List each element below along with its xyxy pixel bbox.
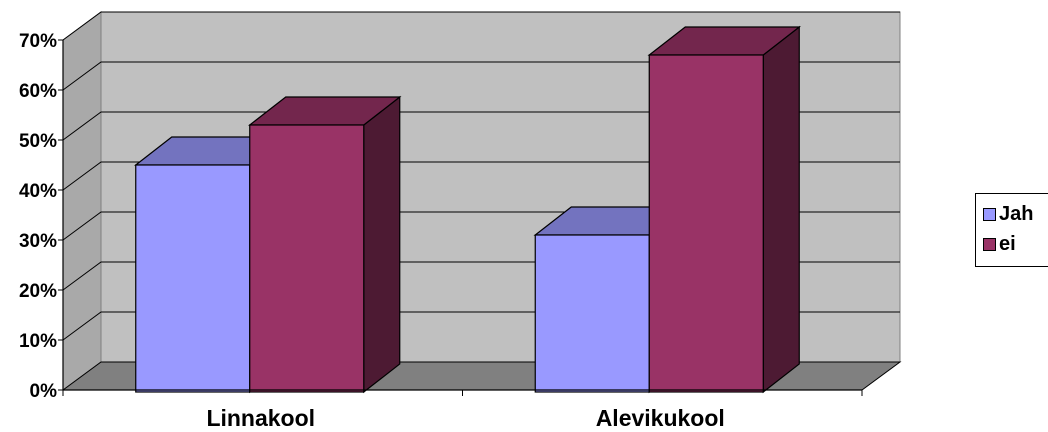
y-tick-label-4: 40% <box>19 181 57 202</box>
bar-1-1 <box>647 25 801 394</box>
bar-front-0-0 <box>135 164 251 393</box>
legend: Jah ei <box>975 193 1048 267</box>
legend-item-series-0: Jah <box>983 202 1033 226</box>
legend-label-series-1: ei <box>999 232 1016 255</box>
gridline-4 <box>62 161 900 191</box>
y-tick-label-2: 20% <box>19 281 57 302</box>
gridline-7 <box>62 11 900 41</box>
legend-label-series-0: Jah <box>999 202 1034 225</box>
side-wall <box>62 11 102 391</box>
y-tick-label-1: 10% <box>19 331 57 352</box>
bar-side-1-1 <box>762 25 800 394</box>
bar-front-1-1 <box>648 54 764 393</box>
legend-swatch-series-0 <box>983 207 996 221</box>
x-tick-labels: Linnakool Alevikukool <box>206 405 724 431</box>
x-tick-label-0: Linnakool <box>206 405 315 431</box>
x-tick-label-1: Alevikukool <box>596 405 725 431</box>
y-tick-label-6: 60% <box>19 81 57 102</box>
y-tick-label-3: 30% <box>19 231 57 252</box>
y-tick-labels: 0% 10% 20% 30% 40% 50% 60% 70% <box>19 31 57 402</box>
axes <box>58 39 863 396</box>
y-tick-label-0: 0% <box>30 381 58 402</box>
bar-front-1-0 <box>534 234 650 393</box>
gridline-5 <box>62 111 900 141</box>
bars <box>134 25 801 394</box>
y-tick-label-7: 70% <box>19 31 57 52</box>
legend-swatch-series-1 <box>983 237 996 251</box>
y-tick-label-5: 50% <box>19 131 57 152</box>
bar-0-1 <box>248 95 402 394</box>
gridline-6 <box>62 61 900 91</box>
bar-side-0-1 <box>363 95 401 394</box>
legend-item-series-1: ei <box>983 232 1016 256</box>
bar-front-0-1 <box>249 124 365 393</box>
